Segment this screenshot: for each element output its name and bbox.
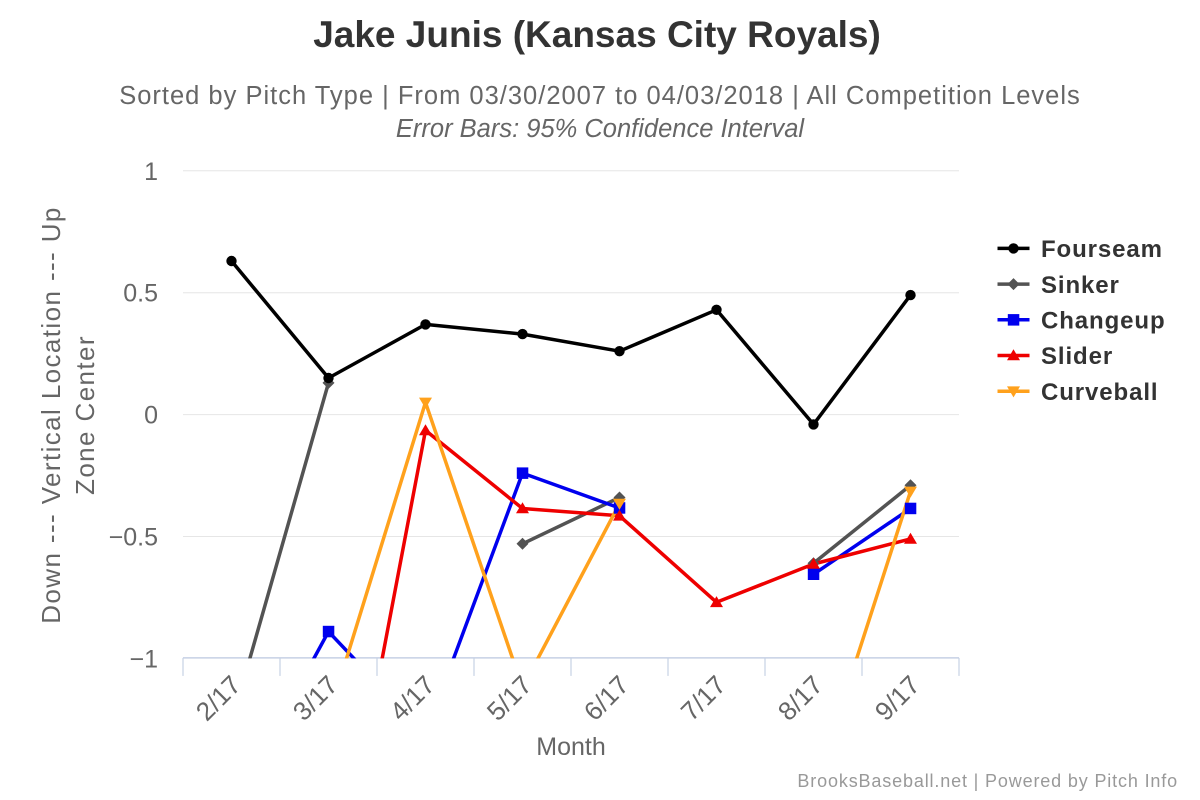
svg-text:Changeup: Changeup: [1041, 308, 1166, 335]
svg-text:Error Bars: 95% Confidence Int: Error Bars: 95% Confidence Interval: [396, 115, 806, 143]
svg-text:Down --- Vertical Location ---: Down --- Vertical Location --- Up: [36, 206, 66, 624]
svg-text:0.5: 0.5: [123, 280, 158, 308]
svg-text:Sinker: Sinker: [1041, 272, 1120, 299]
svg-text:Jake Junis (Kansas City Royals: Jake Junis (Kansas City Royals): [313, 14, 881, 55]
svg-text:Sorted by Pitch Type | From 03: Sorted by Pitch Type | From 03/30/2007 t…: [119, 82, 1081, 110]
svg-text:Fourseam: Fourseam: [1041, 236, 1163, 263]
svg-text:BrooksBaseball.net | Powered b: BrooksBaseball.net | Powered by Pitch In…: [797, 771, 1178, 791]
svg-text:Curveball: Curveball: [1041, 379, 1158, 406]
svg-text:Zone Center: Zone Center: [70, 335, 100, 495]
svg-text:1: 1: [144, 158, 158, 186]
svg-text:Slider: Slider: [1041, 343, 1113, 370]
svg-text:−0.5: −0.5: [109, 524, 158, 552]
svg-text:0: 0: [144, 402, 158, 430]
svg-text:Month: Month: [536, 733, 605, 761]
svg-text:−1: −1: [129, 645, 158, 673]
